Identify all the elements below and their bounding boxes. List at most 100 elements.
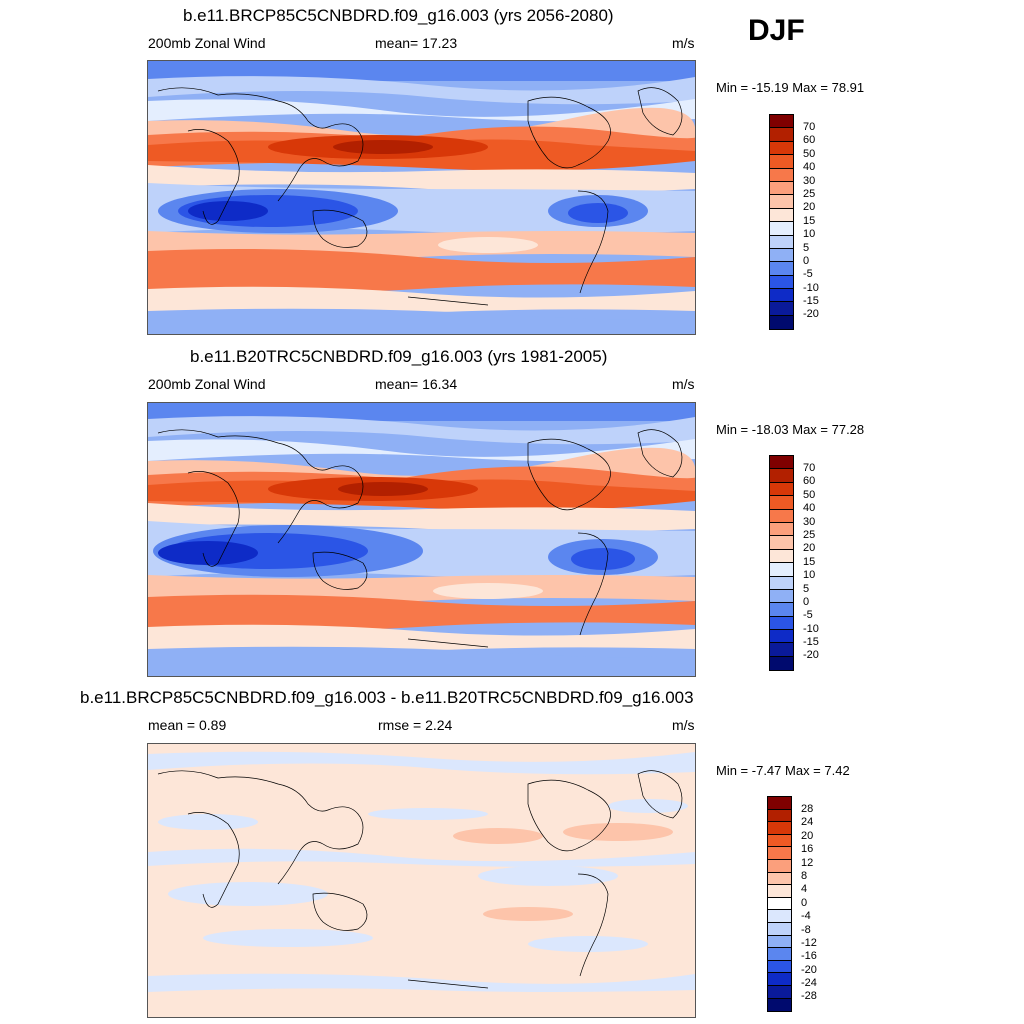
colorbar-label: 30 (803, 515, 816, 528)
panel2-variable-label: 200mb Zonal Wind (148, 376, 266, 392)
colorbar-swatch (768, 897, 791, 911)
colorbar-swatch (770, 549, 793, 564)
colorbar-swatch (770, 208, 793, 223)
colorbar-swatch (768, 910, 791, 923)
colorbar-label: 15 (803, 214, 816, 227)
colorbar-label: -20 (801, 963, 817, 976)
colorbar-label: 15 (803, 555, 816, 568)
colorbar-swatch (768, 834, 791, 848)
colorbar-label: 0 (801, 896, 808, 909)
colorbar-swatch (768, 985, 791, 999)
colorbar-swatch (768, 948, 791, 961)
colorbar-label: 60 (803, 134, 816, 147)
colorbar-label: 25 (803, 187, 816, 200)
panel3-minmax-label: Min = -7.47 Max = 7.42 (716, 763, 850, 778)
colorbar-swatch (770, 302, 793, 316)
colorbar-label: 28 (801, 803, 814, 815)
colorbar-label: -15 (803, 636, 819, 649)
colorbar-label: 50 (803, 147, 816, 160)
colorbar-label: 5 (803, 241, 810, 254)
colorbar-label: 20 (803, 201, 816, 214)
panel2-units-label: m/s (672, 376, 695, 392)
colorbar-label: 70 (803, 121, 816, 133)
colorbar-swatch (770, 195, 793, 209)
colorbar-swatch (770, 289, 793, 303)
colorbar-label: 16 (801, 843, 814, 856)
colorbar-swatch (770, 141, 793, 156)
panel3-title: b.e11.BRCP85C5CNBDRD.f09_g16.003 - b.e11… (80, 688, 694, 707)
colorbar-label: -10 (803, 622, 819, 635)
colorbar-label: 0 (803, 595, 810, 608)
colorbar-label: 60 (803, 475, 816, 488)
colorbar-label: 50 (803, 488, 816, 501)
colorbar-label: -4 (801, 910, 811, 923)
colorbar-label: 10 (803, 569, 816, 582)
panel1-colorbar-labels: 70 60 50 40 30 25 20 15 10 5 0 -5 -10 -1… (803, 121, 819, 322)
colorbar-swatch (768, 809, 791, 823)
colorbar-swatch (770, 181, 793, 196)
colorbar-label: -20 (803, 649, 819, 662)
panel3-rmse-label: rmse = 2.24 (378, 717, 453, 733)
colorbar-swatch (770, 115, 793, 129)
colorbar-swatch (768, 922, 791, 936)
panel2-colorbar (769, 455, 794, 672)
panel1-colorbar (769, 114, 794, 331)
colorbar-swatch (770, 589, 793, 604)
colorbar-label: -5 (803, 609, 813, 622)
colorbar-label: 20 (803, 542, 816, 555)
colorbar-swatch (770, 248, 793, 263)
colorbar-swatch (768, 822, 791, 835)
panel3-map (147, 743, 696, 1018)
colorbar-swatch (770, 469, 793, 483)
colorbar-swatch (770, 168, 793, 182)
colorbar-label: 24 (801, 816, 814, 829)
colorbar-label: 10 (803, 228, 816, 241)
colorbar-swatch (770, 603, 793, 617)
colorbar-label: -12 (801, 936, 817, 949)
colorbar-swatch (770, 155, 793, 169)
colorbar-label: 12 (801, 856, 814, 869)
colorbar-swatch (768, 998, 791, 1012)
colorbar-label: -16 (801, 950, 817, 963)
season-label: DJF (748, 14, 805, 47)
colorbar-label: 20 (801, 829, 814, 842)
colorbar-swatch (770, 275, 793, 290)
colorbar-swatch (770, 128, 793, 142)
colorbar-swatch (770, 315, 793, 330)
colorbar-label: 30 (803, 174, 816, 187)
colorbar-label: -20 (803, 308, 819, 321)
panel3-mean-label: mean = 0.89 (148, 717, 227, 733)
colorbar-swatch (768, 973, 791, 986)
panel2-map (147, 402, 696, 677)
colorbar-swatch (770, 563, 793, 577)
colorbar-swatch (770, 522, 793, 537)
panel2-contour-field (148, 403, 695, 676)
panel1-variable-label: 200mb Zonal Wind (148, 35, 266, 51)
colorbar-swatch (770, 509, 793, 523)
panel2-mean-label: mean= 16.34 (375, 376, 458, 392)
panel3-colorbar-labels: 28 24 20 16 12 8 4 0 -4 -8 -12 -16 -20 -… (801, 803, 817, 1004)
panel3-units-label: m/s (672, 717, 695, 733)
colorbar-label: 70 (803, 462, 816, 474)
colorbar-swatch (768, 847, 791, 860)
panel1-mean-label: mean= 17.23 (375, 35, 458, 51)
colorbar-swatch (768, 859, 791, 873)
colorbar-label: 5 (803, 582, 810, 595)
colorbar-label: -28 (801, 990, 817, 1003)
panel1-map (147, 60, 696, 335)
colorbar-label: 25 (803, 528, 816, 541)
panel1-title: b.e11.BRCP85C5CNBDRD.f09_g16.003 (yrs 20… (183, 6, 614, 25)
colorbar-swatch (768, 797, 791, 810)
colorbar-label: 0 (803, 254, 810, 267)
panel2-colorbar-labels: 70 60 50 40 30 25 20 15 10 5 0 -5 -10 -1… (803, 462, 819, 663)
colorbar-swatch (770, 643, 793, 657)
panel1-minmax-label: Min = -15.19 Max = 78.91 (716, 80, 865, 95)
panel3-colorbar (767, 796, 792, 1013)
panel1-contour-field (148, 61, 695, 334)
colorbar-swatch (768, 960, 791, 974)
colorbar-label: 40 (803, 161, 816, 174)
colorbar-swatch (770, 262, 793, 276)
colorbar-swatch (768, 885, 791, 898)
colorbar-swatch (768, 872, 791, 886)
panel1-units-label: m/s (672, 35, 695, 51)
